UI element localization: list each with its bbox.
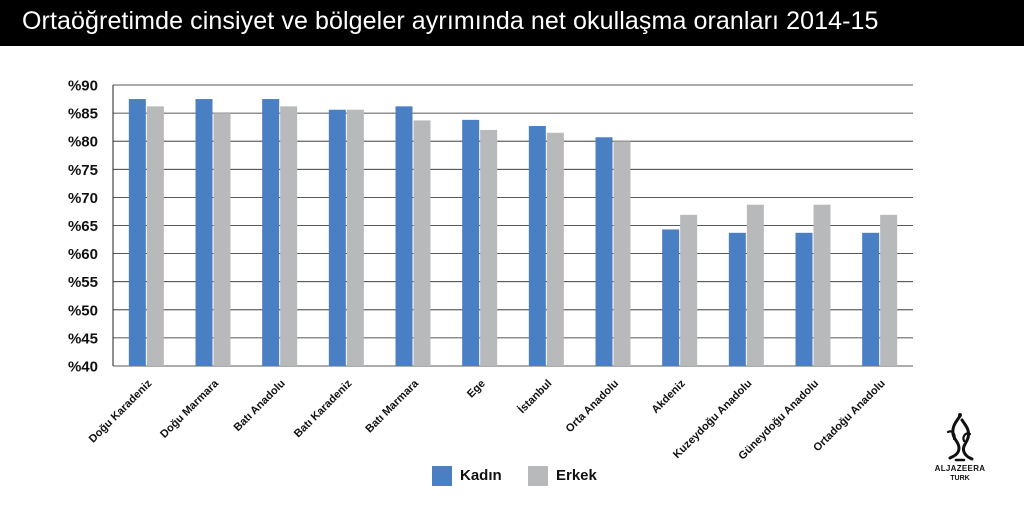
bar-kadin — [328, 109, 346, 366]
y-tick-label: %90 — [68, 78, 98, 95]
bar-erkek — [413, 120, 431, 366]
y-tick-label: %85 — [68, 106, 98, 123]
y-tick-label: %55 — [68, 274, 98, 291]
x-category-label: Orta Anadolu — [564, 378, 621, 435]
bar-kadin — [728, 232, 746, 366]
x-category-label: Doğu Marmara — [158, 377, 222, 441]
bar-erkek — [546, 132, 564, 366]
bar-erkek — [146, 106, 164, 366]
bar-erkek — [346, 109, 364, 366]
x-category-label: Ege — [465, 378, 488, 401]
legend-swatch-kadin — [432, 466, 452, 486]
aljazeera-turk-logo: ALJAZEERA TURK — [926, 412, 994, 492]
bar-erkek — [480, 129, 498, 366]
y-tick-label: %40 — [68, 359, 98, 376]
bar-erkek — [680, 214, 698, 366]
bar-erkek — [613, 141, 631, 366]
bar-erkek — [280, 106, 298, 366]
bar-kadin — [128, 99, 146, 367]
title-bar: Ortaöğretimde cinsiyet ve bölgeler ayrım… — [0, 0, 1024, 46]
legend-label-kadin: Kadın — [460, 467, 502, 484]
y-tick-label: %80 — [68, 134, 98, 151]
bar-erkek — [746, 204, 764, 366]
bar-erkek — [880, 214, 898, 366]
y-tick-label: %65 — [68, 218, 98, 235]
logo-word-turk: TURK — [950, 475, 970, 482]
bar-kadin — [862, 232, 880, 366]
y-tick-label: %60 — [68, 246, 98, 263]
bar-kadin — [395, 106, 413, 366]
y-tick-label: %75 — [68, 162, 98, 179]
x-category-label: Batı Marmara — [363, 377, 421, 435]
x-category-label: İstanbul — [515, 377, 554, 416]
x-category-label: Ortadoğu Anadolu — [811, 378, 887, 454]
y-tick-label: %50 — [68, 302, 98, 319]
bar-kadin — [662, 229, 680, 366]
bar-kadin — [262, 99, 280, 367]
y-tick-label: %45 — [68, 330, 98, 347]
bar-kadin — [462, 119, 480, 367]
bar-kadin — [528, 126, 546, 366]
x-category-label: Doğu Karadeniz — [87, 377, 155, 445]
bar-kadin — [195, 99, 213, 367]
x-category-label: Batı Karadeniz — [292, 377, 355, 440]
bar-kadin — [795, 232, 813, 366]
aljazeera-calligraphy-icon — [946, 413, 974, 462]
x-category-label: Batı Anadolu — [232, 378, 288, 434]
bar-kadin — [595, 137, 613, 366]
x-category-label: Akdeniz — [649, 377, 688, 416]
logo-word-aljazeera: ALJAZEERA — [934, 464, 986, 473]
bar-erkek — [213, 113, 231, 366]
chart-title: Ortaöğretimde cinsiyet ve bölgeler ayrım… — [22, 7, 879, 35]
bar-erkek — [813, 204, 831, 366]
legend-swatch-erkek — [528, 466, 548, 486]
y-tick-label: %70 — [68, 190, 98, 207]
legend-label-erkek: Erkek — [556, 467, 597, 484]
